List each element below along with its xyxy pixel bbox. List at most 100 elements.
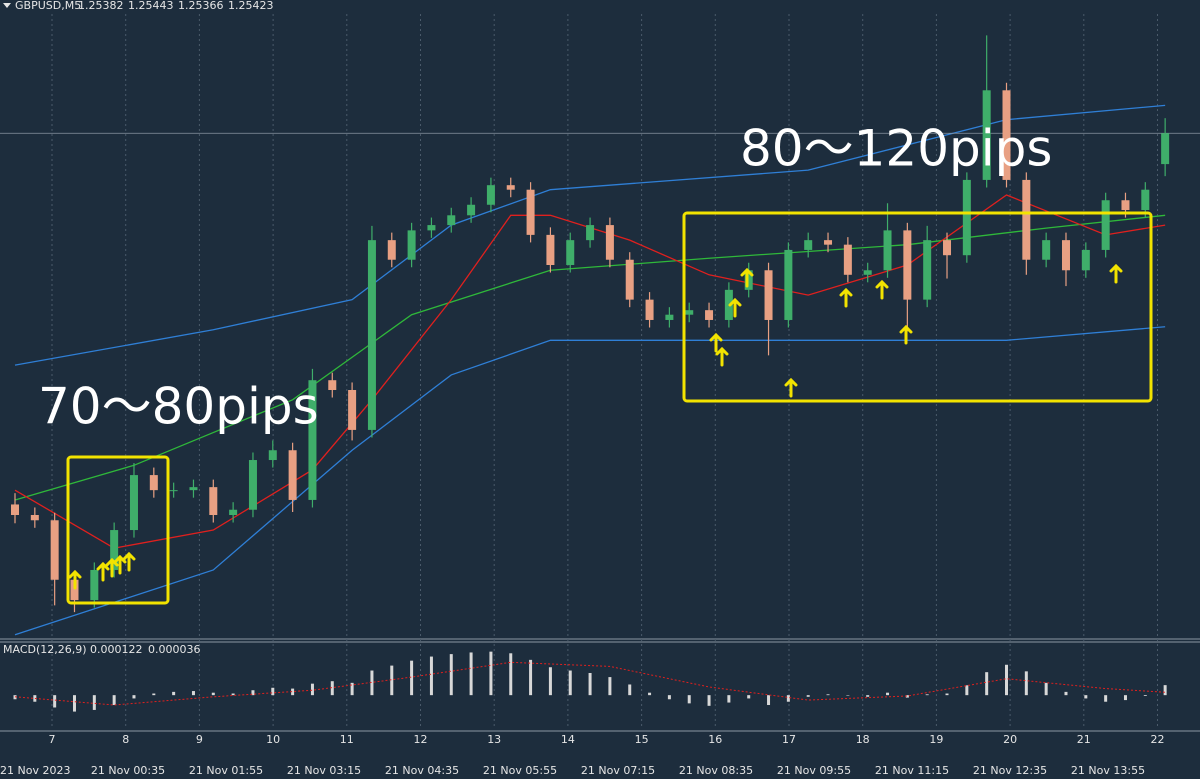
day-label: 15: [635, 733, 649, 746]
candle-body: [268, 450, 277, 461]
macd-bar: [1064, 691, 1068, 696]
macd-bar: [1005, 664, 1008, 696]
candle-body: [110, 530, 119, 570]
entry-arrow: [728, 297, 742, 318]
macd-bar: [92, 695, 96, 710]
macd-pane: [13, 651, 1167, 712]
macd-bar: [767, 695, 771, 706]
annotations: [66, 211, 1153, 605]
candle-body: [506, 185, 515, 190]
macd-bar: [410, 660, 414, 696]
candle-body: [308, 380, 317, 500]
day-label: 13: [487, 733, 501, 746]
entry-arrow: [96, 561, 110, 582]
candle-body: [903, 230, 912, 300]
candle-body: [328, 380, 337, 390]
candle-body: [209, 487, 218, 515]
day-label: 9: [196, 733, 203, 746]
candle-body: [387, 240, 396, 260]
macd-bar: [231, 693, 235, 696]
macd-bar: [588, 672, 592, 696]
candle-body: [189, 487, 198, 491]
time-label: 21 Nov 03:15: [287, 764, 361, 777]
time-label: 21 Nov 07:15: [581, 764, 655, 777]
macd-bar: [330, 681, 334, 696]
entry-arrow: [122, 551, 136, 572]
macd-bar: [826, 694, 830, 696]
macd-bar: [291, 688, 295, 696]
macd-bar: [53, 695, 57, 708]
candle-body: [962, 179, 971, 256]
time-label: 21 Nov 04:35: [385, 764, 459, 777]
time-label: 21 Nov 00:35: [91, 764, 165, 777]
entry-arrow: [899, 324, 913, 345]
low-price: 1.25366: [178, 0, 224, 12]
macd-bar: [33, 695, 37, 702]
day-label: 17: [782, 733, 796, 746]
macd-bar: [965, 685, 969, 696]
indicator-line: [14, 104, 1166, 366]
entry-arrow: [68, 569, 82, 590]
candle-body: [11, 504, 19, 515]
candle-body: [824, 240, 833, 245]
day-label: 14: [561, 733, 575, 746]
candle-body: [605, 225, 614, 260]
entry-arrow: [709, 332, 723, 353]
day-label: 18: [856, 733, 870, 746]
time-label: 21 Nov 09:55: [777, 764, 851, 777]
candle-body: [1081, 249, 1090, 271]
highlight-box: [66, 455, 170, 605]
day-label: 16: [708, 733, 722, 746]
grid: [51, 14, 1158, 728]
candle-body: [486, 185, 495, 205]
time-label: 21 Nov 12:35: [973, 764, 1047, 777]
macd-bar: [1024, 671, 1028, 696]
candle-body: [1042, 240, 1051, 260]
candle-body: [407, 230, 416, 260]
day-label: 22: [1151, 733, 1165, 746]
candle-body: [1061, 240, 1070, 271]
macd-bar: [390, 665, 394, 696]
macd-bar: [548, 667, 552, 696]
macd-bar: [1143, 695, 1147, 696]
entry-arrow: [1109, 263, 1123, 284]
time-label: 21 Nov 05:55: [483, 764, 557, 777]
macd-bar: [925, 694, 929, 696]
candle-body: [367, 240, 376, 430]
macd-bar: [945, 693, 949, 696]
macd-bar: [905, 695, 909, 698]
price-pane: [0, 35, 1200, 636]
annotation: 70～80pips: [38, 378, 319, 436]
macd-bar: [509, 653, 513, 696]
candle-body: [447, 215, 456, 226]
candle-body: [169, 490, 178, 492]
macd-bar: [608, 677, 612, 696]
candle-body: [30, 515, 39, 521]
candle-body: [1002, 90, 1011, 180]
macd-bar: [846, 695, 850, 696]
macd-bar: [529, 659, 533, 696]
day-label: 7: [49, 733, 56, 746]
day-label: 12: [414, 733, 428, 746]
macd-bar: [191, 691, 195, 696]
candle-body: [784, 249, 793, 320]
candle-body: [1022, 179, 1031, 260]
candle-body: [566, 240, 575, 265]
macd-bar: [667, 695, 671, 700]
menu-triangle[interactable]: [3, 3, 11, 8]
macd-bar: [1163, 685, 1167, 696]
day-label: 8: [122, 733, 129, 746]
candle-body: [645, 299, 654, 320]
macd-bar: [1104, 695, 1108, 702]
candle-body: [129, 475, 138, 531]
macd-bar: [469, 652, 473, 696]
candle-body: [467, 204, 476, 216]
time-label: 21 Nov 01:55: [189, 764, 263, 777]
entry-arrow: [740, 267, 754, 288]
candle-body: [1161, 133, 1170, 165]
indicator-line: [14, 326, 1166, 636]
macd-bar: [727, 695, 731, 703]
macd-signal-value: 0.000036: [148, 643, 201, 656]
macd-bar: [152, 693, 156, 696]
